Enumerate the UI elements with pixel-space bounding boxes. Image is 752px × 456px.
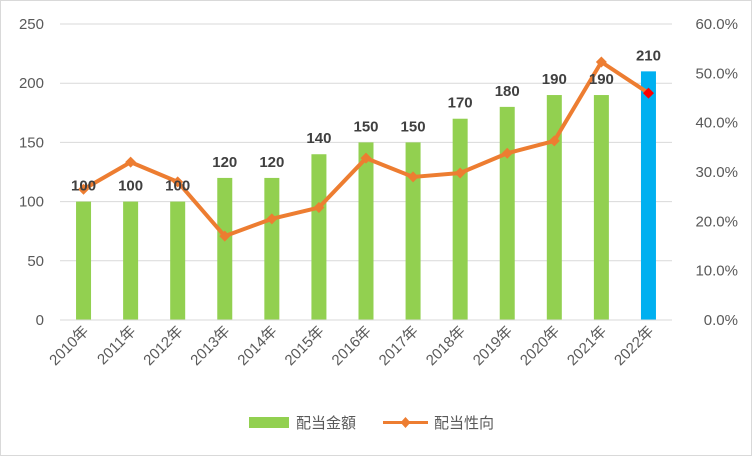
y-left-tick-label: 50	[27, 253, 44, 270]
bar-data-label: 100	[71, 178, 96, 195]
legend-line-label: 配当性向	[434, 414, 494, 432]
y-left-tick-label: 100	[19, 194, 44, 211]
y-left-tick-label: 200	[19, 75, 44, 92]
y-left-tick-label: 0	[36, 312, 44, 329]
line-point	[219, 230, 231, 242]
bar-data-label: 100	[118, 178, 143, 195]
x-tick-label: 2022年	[611, 323, 657, 369]
line-point	[595, 56, 607, 68]
bar	[264, 177, 280, 320]
line-point	[642, 87, 654, 99]
y-right-tick-label: 60.0%	[695, 16, 738, 33]
bar-data-label: 150	[353, 118, 378, 135]
bar	[76, 201, 92, 320]
bar-data-label: 170	[448, 95, 473, 112]
y-left-tick-label: 250	[19, 16, 44, 33]
line-point	[125, 156, 137, 168]
x-tick-label: 2016年	[329, 323, 375, 369]
x-tick-label: 2014年	[234, 323, 280, 369]
x-tick-label: 2013年	[187, 323, 233, 369]
x-axis: 2010年 2011年 2012年 2013年 2014年 2015年 2016年 2017年…	[46, 319, 672, 369]
x-tick-label: 2010年	[46, 323, 92, 369]
bar-data-label: 140	[306, 130, 331, 147]
line-point	[548, 135, 560, 147]
bar	[452, 118, 468, 320]
line-point	[407, 171, 419, 183]
line-point	[360, 152, 372, 164]
line-series	[78, 56, 654, 242]
line-point	[454, 167, 466, 179]
x-tick-label: 2018年	[423, 323, 469, 369]
bar	[311, 154, 327, 320]
bar	[123, 201, 139, 320]
x-tick-label: 2011年	[94, 323, 139, 368]
bar	[405, 142, 421, 320]
line-point	[313, 202, 325, 214]
line-point	[266, 213, 278, 225]
bar	[358, 142, 374, 320]
bar-data-label: 150	[401, 118, 426, 135]
y-axis-right: 0.0% 10.0% 20.0% 30.0% 40.0% 50.0% 60.0%	[695, 16, 738, 329]
y-axis-left: 0 50 100 150 200 250	[19, 16, 44, 329]
line-point	[501, 147, 513, 159]
y-right-tick-label: 30.0%	[695, 164, 738, 181]
x-tick-label: 2017年	[376, 323, 422, 369]
data-labels: 100 100 100 120 120 140 150 150 170 180 190 190 210	[71, 47, 661, 194]
x-tick-label: 2012年	[140, 323, 186, 369]
line-point	[172, 176, 184, 188]
y-right-tick-label: 50.0%	[695, 65, 738, 82]
bar	[217, 177, 233, 320]
bar-data-label: 190	[542, 71, 567, 88]
bar-data-label: 180	[495, 83, 520, 100]
legend-bar-swatch	[249, 417, 289, 428]
legend-line-marker	[400, 417, 411, 428]
x-tick-label: 2019年	[470, 323, 516, 369]
bar-data-label: 100	[165, 178, 190, 195]
y-right-tick-label: 0.0%	[704, 312, 738, 329]
x-tick-label: 2021年	[564, 323, 610, 369]
bar	[546, 95, 562, 320]
bar-data-label: 190	[589, 71, 614, 88]
bar-data-label: 210	[636, 47, 661, 64]
bar-series	[76, 71, 656, 320]
legend: 配当金額 配当性向	[249, 414, 494, 432]
line-point	[78, 183, 90, 195]
y-right-tick-label: 40.0%	[695, 115, 738, 132]
legend-bar-label: 配当金額	[296, 414, 356, 432]
bar	[499, 106, 515, 320]
y-right-tick-label: 10.0%	[695, 263, 738, 280]
bar	[593, 95, 609, 320]
bar	[170, 201, 186, 320]
x-tick-label: 2015年	[282, 323, 328, 369]
x-tick-label: 2020年	[517, 323, 563, 369]
y-left-tick-label: 150	[19, 134, 44, 151]
y-right-tick-label: 20.0%	[695, 213, 738, 230]
bar	[640, 71, 656, 320]
bar-data-label: 120	[212, 154, 237, 171]
bar-data-label: 120	[259, 154, 284, 171]
